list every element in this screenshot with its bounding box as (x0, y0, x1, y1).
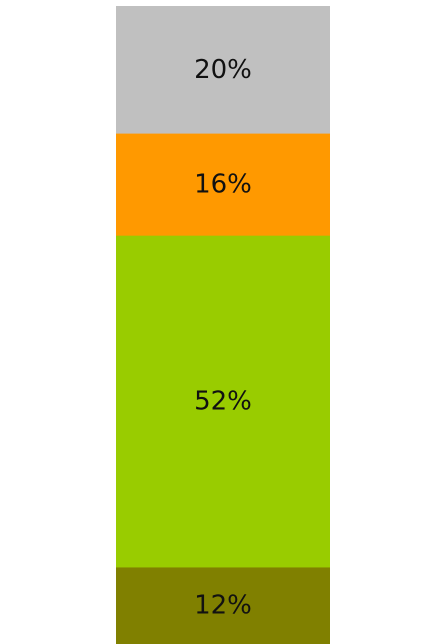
segment-label-1: 20% (194, 55, 252, 85)
data-labels: 20% 16% 52% 12% (194, 55, 252, 621)
segment-label-3: 52% (194, 387, 252, 417)
segment-label-2: 16% (194, 170, 252, 200)
segment-label-4: 12% (194, 591, 252, 621)
stacked-bar (116, 6, 330, 644)
bar-segment-4 (116, 567, 330, 644)
bar-segment-2 (116, 133, 330, 237)
bar-segment-3 (116, 235, 330, 568)
bar-segment-1 (116, 6, 330, 135)
